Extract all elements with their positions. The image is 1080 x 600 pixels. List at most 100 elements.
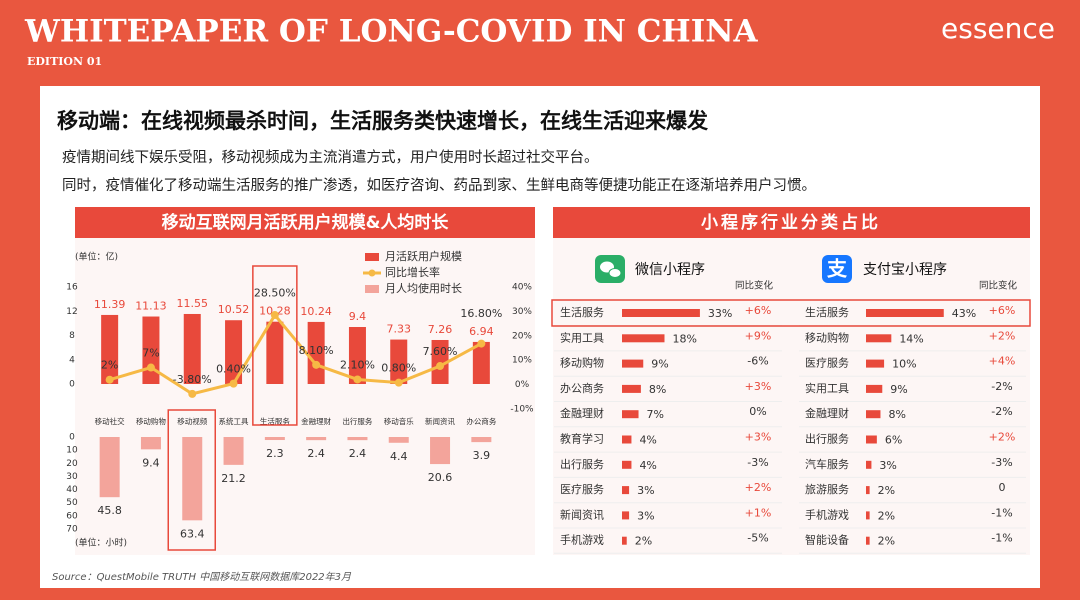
alipay-icon — [822, 255, 852, 283]
growth-label: 28.50% — [254, 287, 296, 300]
mau-label: 11.39 — [94, 298, 126, 311]
share-bar — [622, 384, 641, 393]
category-label: 移动购物 — [560, 356, 604, 370]
mau-bar — [101, 314, 119, 384]
y3-tick-label: 30 — [66, 472, 78, 482]
y3-tick-label: 40 — [66, 485, 78, 495]
change-label: +3% — [745, 380, 772, 393]
share-bar — [866, 334, 892, 343]
growth-label: 7% — [142, 347, 159, 360]
growth-label: 2.10% — [340, 358, 375, 371]
share-bar — [622, 359, 644, 368]
growth-point — [312, 360, 321, 369]
logo: essence — [941, 12, 1055, 45]
growth-point — [394, 378, 403, 387]
change-label: +6% — [745, 304, 772, 317]
duration-label: 2.4 — [349, 447, 367, 460]
legend-label: 月活跃用户规模 — [385, 249, 462, 263]
x-tick-label: 系统工具 — [219, 416, 249, 426]
x-tick-label: 新闻资讯 — [425, 416, 455, 426]
duration-bar — [306, 437, 327, 441]
duration-bar — [347, 437, 368, 441]
share-label: 43% — [952, 307, 976, 320]
source: Source：QuestMobile TRUTH 中国移动互联网数据库2022年… — [52, 571, 352, 583]
category-label: 手机游戏 — [560, 533, 604, 547]
duration-label: 9.4 — [142, 456, 160, 469]
share-label: 3% — [637, 509, 654, 522]
change-label: -6% — [747, 355, 768, 368]
headline: 移动端：在线视频最杀时间，生活服务类快速增长，在线生活迎来爆发 — [57, 109, 709, 133]
panel — [75, 238, 535, 555]
duration-label: 4.4 — [390, 450, 408, 463]
share-label: 9% — [651, 358, 668, 371]
category-label: 金融理财 — [805, 406, 849, 420]
share-bar — [866, 486, 870, 495]
growth-point — [477, 339, 486, 348]
share-label: 10% — [892, 358, 916, 371]
change-label: +1% — [745, 506, 772, 519]
category-label: 生活服务 — [560, 305, 604, 319]
category-label: 办公商务 — [560, 381, 604, 395]
mau-label: 7.33 — [387, 323, 412, 336]
share-label: 8% — [888, 408, 905, 421]
y3-tick-label: 0 — [69, 433, 75, 443]
mau-bar — [183, 313, 201, 384]
share-label: 8% — [649, 383, 666, 396]
column-header: 同比变化 — [979, 280, 1018, 292]
mau-bar — [225, 320, 243, 384]
mau-bar — [307, 321, 325, 384]
share-label: 4% — [639, 434, 656, 447]
change-label: +2% — [745, 481, 772, 494]
share-bar — [622, 536, 627, 545]
mau-bar — [472, 341, 490, 384]
mau-label: 11.55 — [177, 297, 209, 310]
share-bar — [622, 460, 632, 469]
mau-label: 11.13 — [135, 300, 167, 313]
duration-bar — [182, 437, 203, 521]
growth-label: 16.80% — [460, 307, 502, 320]
y-tick-label: 0 — [69, 380, 75, 390]
share-label: 33% — [708, 307, 732, 320]
mau-bar — [266, 321, 284, 384]
legend-swatch — [365, 285, 379, 293]
change-label: 0 — [999, 481, 1006, 494]
duration-bar — [140, 437, 161, 450]
growth-label: -3.80% — [173, 373, 212, 386]
x-tick-label: 移动购物 — [136, 416, 166, 426]
growth-point — [105, 375, 114, 384]
growth-label: 2% — [101, 359, 118, 372]
category-label: 汽车服务 — [805, 457, 849, 471]
growth-label: 0.80% — [381, 362, 416, 375]
y2-tick-label: 0% — [515, 380, 530, 390]
mau-bar — [390, 339, 408, 384]
share-bar — [866, 460, 872, 469]
chart-title: 移动互联网月活跃用户规模&人均时长 — [162, 212, 450, 233]
panel-title: 小程序行业分类占比 — [701, 212, 881, 233]
y2-tick-label: 10% — [512, 356, 532, 366]
change-label: -5% — [747, 532, 768, 545]
share-bar — [866, 309, 944, 317]
mau-bar — [431, 339, 449, 384]
growth-label: 7.60% — [423, 345, 458, 358]
x-tick-label: 移动视频 — [177, 416, 207, 426]
category-label: 实用工具 — [805, 381, 849, 395]
report-title: WHITEPAPER OF LONG-COVID IN CHINA — [24, 14, 759, 50]
table-title: 支付宝小程序 — [863, 262, 947, 278]
category-label: 新闻资讯 — [560, 507, 604, 521]
y-tick-label: 16 — [66, 283, 78, 293]
x-tick-label: 生活服务 — [260, 416, 290, 426]
panel-title-bar — [75, 207, 535, 238]
mau-label: 7.26 — [428, 323, 453, 336]
mau-label: 6.94 — [469, 325, 494, 338]
duration-bar — [471, 437, 492, 443]
change-label: 0% — [749, 405, 766, 418]
unit-label: (单位：亿) — [75, 251, 118, 263]
share-label: 18% — [673, 332, 697, 345]
y2-tick-label: 30% — [512, 307, 532, 317]
y-tick-label: 4 — [69, 355, 75, 365]
y-tick-label: 12 — [66, 307, 77, 317]
change-label: -1% — [991, 506, 1012, 519]
highlight — [551, 299, 1031, 327]
x-tick-label: 出行服务 — [342, 416, 372, 426]
